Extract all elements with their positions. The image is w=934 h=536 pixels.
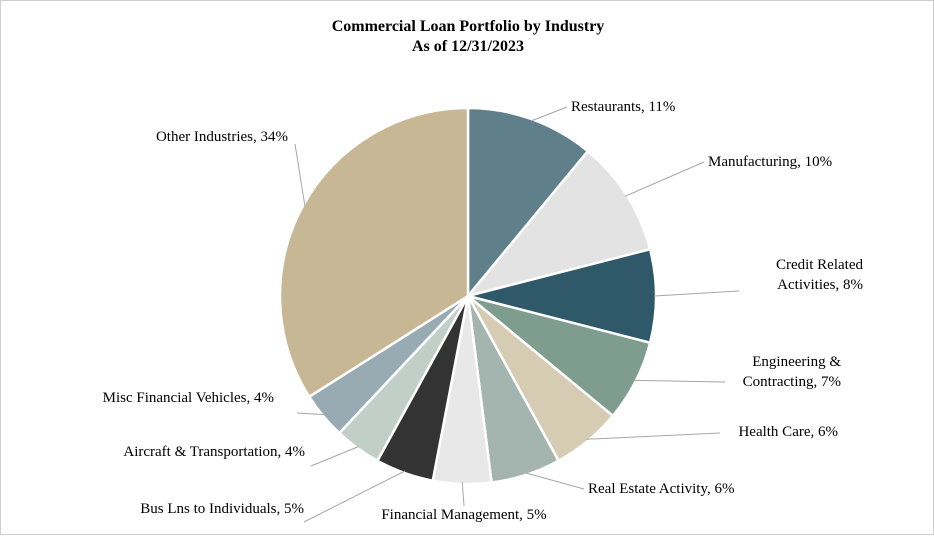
leader-line-manufacturing xyxy=(624,161,705,197)
slice-label-financial-management: Financial Management, 5% xyxy=(381,507,546,523)
leader-line-bus-lns-to-individuals xyxy=(303,470,406,523)
leader-line-other-industries xyxy=(294,143,306,207)
slice-label-manufacturing: Manufacturing, 10% xyxy=(708,154,832,170)
slice-label-restaurants: Restaurants, 11% xyxy=(571,99,675,115)
pie-slice-other-industries xyxy=(278,106,470,399)
leader-line-aircraft-transportation xyxy=(310,446,359,467)
leader-line-credit-related-activities xyxy=(653,290,740,297)
leader-line-restaurants xyxy=(530,106,568,122)
slice-label-credit-related-activities: Credit Related Activities, 8% xyxy=(776,257,864,293)
slice-labels: Restaurants, 11% Manufacturing, 10% Credit… xyxy=(103,99,864,523)
pie-slices xyxy=(278,106,658,486)
slice-label-other-industries: Other Industries, 34% xyxy=(156,129,288,145)
leader-line-health-care xyxy=(586,432,721,440)
pie-slice-restaurants xyxy=(466,106,590,300)
slice-label-health-care: Health Care, 6% xyxy=(738,424,838,440)
leader-line-misc-financial-vehicles xyxy=(296,412,325,416)
slice-label-engineering-contracting: Engineering & Contracting, 7% xyxy=(743,354,842,390)
slice-label-misc-financial-vehicles: Misc Financial Vehicles, 4% xyxy=(103,390,274,406)
slice-label-bus-lns-to-individuals: Bus Lns to Individuals, 5% xyxy=(140,501,304,517)
leader-line-engineering-contracting xyxy=(633,379,726,383)
chart-subtitle: As of 12/31/2023 xyxy=(412,38,524,55)
leader-lines xyxy=(294,106,740,523)
slice-label-aircraft-transportation: Aircraft & Transportation, 4% xyxy=(123,444,305,460)
leader-line-real-estate-activity xyxy=(525,472,585,490)
slice-label-real-estate-activity: Real Estate Activity, 6% xyxy=(588,481,735,497)
chart-title: Commercial Loan Portfolio by Industry xyxy=(332,18,605,35)
leader-line-financial-management xyxy=(461,481,465,507)
